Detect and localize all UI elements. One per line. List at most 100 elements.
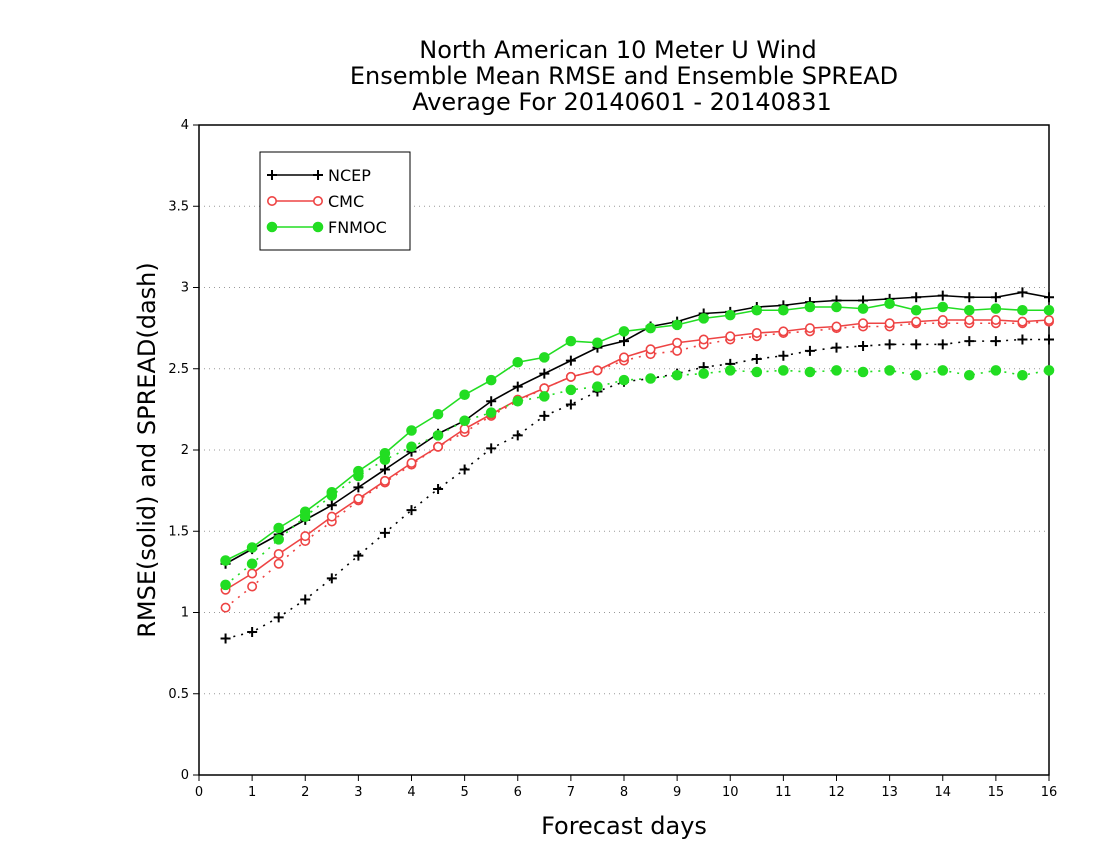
fnmoc-rmse-point	[645, 322, 656, 334]
ncep-spread-point	[751, 354, 762, 364]
fnmoc-spread-point	[724, 365, 736, 376]
fnmoc-spread-point	[804, 366, 816, 378]
y-axis-label: RMSE(solid) and SPREAD(dash)	[133, 262, 161, 638]
fnmoc-rmse-point	[1017, 304, 1028, 316]
ncep-spread-point	[778, 350, 789, 361]
cmc-rmse-point	[884, 318, 895, 329]
fnmoc-rmse-point	[778, 304, 789, 316]
x-tick-label: 9	[673, 785, 681, 800]
gridlines	[199, 205, 1049, 695]
x-tick-label: 16	[1041, 785, 1058, 800]
y-tick-label: 4	[181, 118, 189, 133]
x-tick-label: 11	[775, 785, 792, 800]
fnmoc-spread-point	[618, 374, 630, 386]
ncep-spread-point	[300, 594, 311, 605]
fnmoc-spread-point	[539, 391, 550, 402]
x-axis-label: Forecast days	[541, 812, 707, 840]
legend-label: FNMOC	[328, 218, 387, 237]
fnmoc-spread-point	[485, 407, 497, 418]
fnmoc-spread-point	[990, 365, 1002, 376]
fnmoc-spread-point	[246, 558, 258, 570]
ncep-rmse-point	[539, 368, 550, 379]
fnmoc-rmse-point	[459, 389, 470, 401]
cmc-spread-point	[247, 581, 258, 592]
chart-title: North American 10 Meter U Wind Ensemble …	[350, 36, 898, 116]
x-tick-label: 1	[248, 785, 256, 800]
fnmoc-rmse-point	[937, 301, 949, 313]
cmc-rmse-point	[379, 475, 390, 486]
legend-label: CMC	[328, 192, 364, 211]
fnmoc-spread-point	[751, 366, 763, 378]
ncep-rmse-point	[353, 482, 364, 493]
ncep-rmse-point	[379, 464, 390, 475]
ncep-spread-point	[937, 339, 948, 350]
ncep-spread-point	[459, 464, 470, 475]
fnmoc-rmse-point	[857, 303, 869, 314]
ncep-spread-point	[433, 484, 444, 494]
y-tick-label: 1	[181, 606, 189, 621]
cmc-rmse-point	[618, 352, 629, 363]
x-tick-label: 2	[301, 785, 309, 800]
ncep-spread-point	[326, 573, 337, 584]
ncep-spread-point	[247, 627, 258, 637]
fnmoc-spread-point	[592, 381, 603, 392]
ncep-rmse-point	[964, 292, 975, 303]
cmc-rmse-point	[804, 323, 815, 334]
fnmoc-spread-point	[910, 369, 922, 381]
fnmoc-rmse-point	[1043, 304, 1055, 316]
fnmoc-rmse-point	[618, 326, 630, 337]
ncep-rmse-point	[486, 396, 497, 407]
x-tick-label: 14	[934, 785, 951, 800]
cmc-rmse-point	[592, 365, 603, 376]
legend-item-cmc: CMC	[266, 192, 364, 211]
fnmoc-rmse-point	[273, 522, 284, 534]
fnmoc-spread-point	[937, 365, 949, 376]
fnmoc-rmse-point	[512, 356, 524, 368]
cmc-rmse-point	[725, 331, 736, 342]
fnmoc-rmse-point	[485, 374, 497, 386]
title-line-3: Average For 20140601 - 20140831	[412, 88, 832, 116]
ncep-spread-point	[858, 341, 869, 351]
ncep-spread-point	[565, 399, 576, 410]
legend-item-ncep: NCEP	[267, 166, 371, 185]
fnmoc-spread-point	[964, 369, 975, 381]
title-line-1: North American 10 Meter U Wind	[419, 36, 816, 64]
ncep-spread-point	[804, 345, 815, 356]
cmc-rmse-point	[911, 316, 922, 327]
fnmoc-spread-point	[778, 365, 789, 376]
fnmoc-spread-point	[220, 579, 231, 591]
cmc-rmse-point	[1017, 316, 1028, 327]
fnmoc-rmse-point	[565, 335, 577, 347]
cmc-rmse-point	[273, 548, 284, 559]
fnmoc-spread-point	[512, 395, 524, 407]
y-tick-label: 3	[181, 281, 189, 296]
cmc-spread-point	[273, 558, 284, 569]
cmc-rmse-point	[778, 326, 789, 337]
fnmoc-rmse-point	[831, 301, 842, 313]
ncep-rmse-point	[911, 292, 922, 303]
ncep-spread-point	[379, 527, 390, 538]
ncep-spread-point	[884, 339, 895, 350]
fnmoc-rmse-point	[698, 313, 709, 324]
cmc-rmse-point	[326, 511, 337, 522]
legend-marker	[312, 196, 323, 207]
ncep-spread-point	[353, 550, 364, 561]
ncep-rmse-point	[512, 381, 523, 392]
ncep-spread-point	[406, 505, 417, 516]
fnmoc-rmse-point	[804, 301, 816, 313]
series	[220, 287, 1055, 644]
fnmoc-spread-point	[671, 369, 683, 381]
x-tick-label: 7	[567, 785, 575, 800]
fnmoc-spread-point	[406, 441, 417, 453]
legend-item-fnmoc: FNMOC	[266, 218, 387, 237]
ncep-spread-point	[512, 430, 523, 441]
y-tick-label: 2.5	[168, 362, 189, 377]
ncep-rmse-point	[937, 290, 948, 301]
cmc-rmse-point	[406, 457, 417, 468]
x-tick-label: 8	[620, 785, 628, 800]
ncep-rmse-point	[1044, 292, 1054, 303]
fnmoc-rmse-point	[406, 425, 417, 436]
fnmoc-rmse-point	[353, 465, 364, 477]
fnmoc-spread-point	[565, 384, 577, 396]
